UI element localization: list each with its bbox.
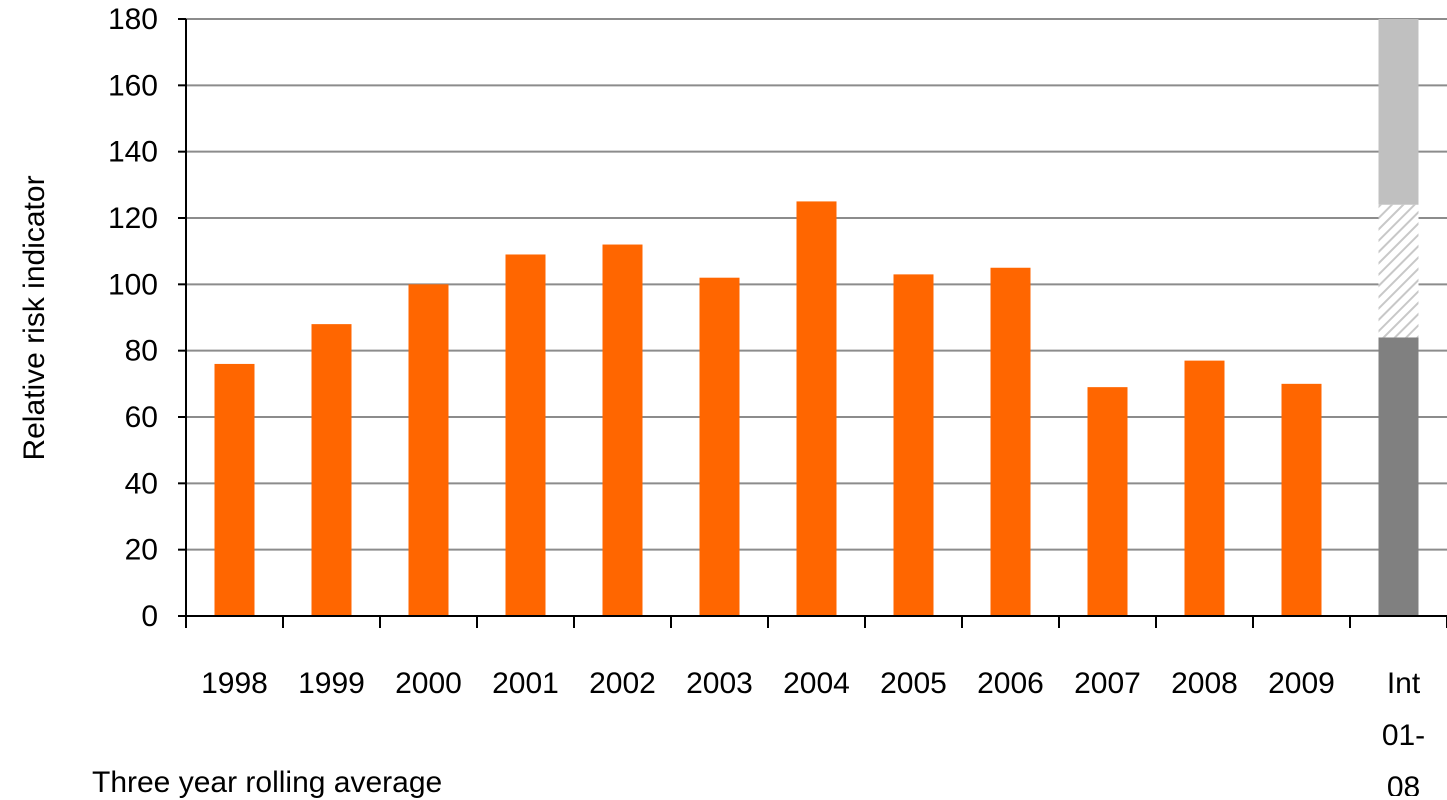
y-tick-label: 0	[141, 600, 158, 633]
bar-2004	[796, 201, 837, 616]
y-axis-title: Relative risk indicator	[18, 175, 51, 460]
x-tick-label: 2003	[686, 667, 753, 700]
x-tick-label: 1999	[298, 667, 365, 700]
y-tick-label: 160	[108, 69, 158, 102]
x-tick-label: 2004	[783, 667, 850, 700]
interval-bar-segment-1	[1378, 337, 1419, 616]
bar-2005	[893, 274, 934, 616]
x-tick-label: 2008	[1171, 667, 1238, 700]
bar-2007	[1087, 387, 1128, 616]
x-axis-title: Three year rolling average	[92, 766, 443, 799]
interval-bar-segment-2	[1378, 204, 1419, 338]
x-tick-label: 2007	[1074, 667, 1141, 700]
y-tick-label: 20	[125, 534, 158, 567]
x-tick-label: 2000	[395, 667, 462, 700]
interval-bar-segment-3	[1378, 19, 1419, 205]
y-tick-label: 140	[108, 136, 158, 169]
bar-2002	[602, 244, 643, 617]
x-tick-label: 2006	[977, 667, 1044, 700]
y-tick-label: 40	[125, 467, 158, 500]
y-tick-label: 60	[125, 401, 158, 434]
y-tick-label: 180	[108, 3, 158, 36]
x-tick-label-interval: Int	[1387, 667, 1421, 700]
y-tick-label: 80	[125, 335, 158, 368]
x-tick-label-interval: 01-	[1382, 719, 1425, 752]
y-tick-label: 120	[108, 202, 158, 235]
axes	[178, 18, 1447, 628]
y-tick-label: 100	[108, 268, 158, 301]
bar-2001	[505, 254, 546, 616]
bar-2000	[408, 284, 449, 616]
bar-2008	[1184, 360, 1225, 616]
bar-2006	[990, 267, 1031, 616]
x-tick-label: 2002	[589, 667, 656, 700]
x-tick-label: 2005	[880, 667, 947, 700]
x-tick-label-interval: 08	[1387, 771, 1420, 796]
x-tick-label: 2009	[1268, 667, 1335, 700]
bar-1998	[214, 363, 255, 616]
bars	[214, 19, 1419, 617]
x-tick-label: 1998	[201, 667, 268, 700]
bar-1999	[311, 324, 352, 616]
bar-2009	[1281, 383, 1322, 616]
bar-2003	[699, 277, 740, 616]
x-tick-label: 2001	[492, 667, 559, 700]
tick-labels: 0 20 40 60 80 100 120 140 160 180 1998 1999 2000 2001…	[108, 3, 1425, 796]
